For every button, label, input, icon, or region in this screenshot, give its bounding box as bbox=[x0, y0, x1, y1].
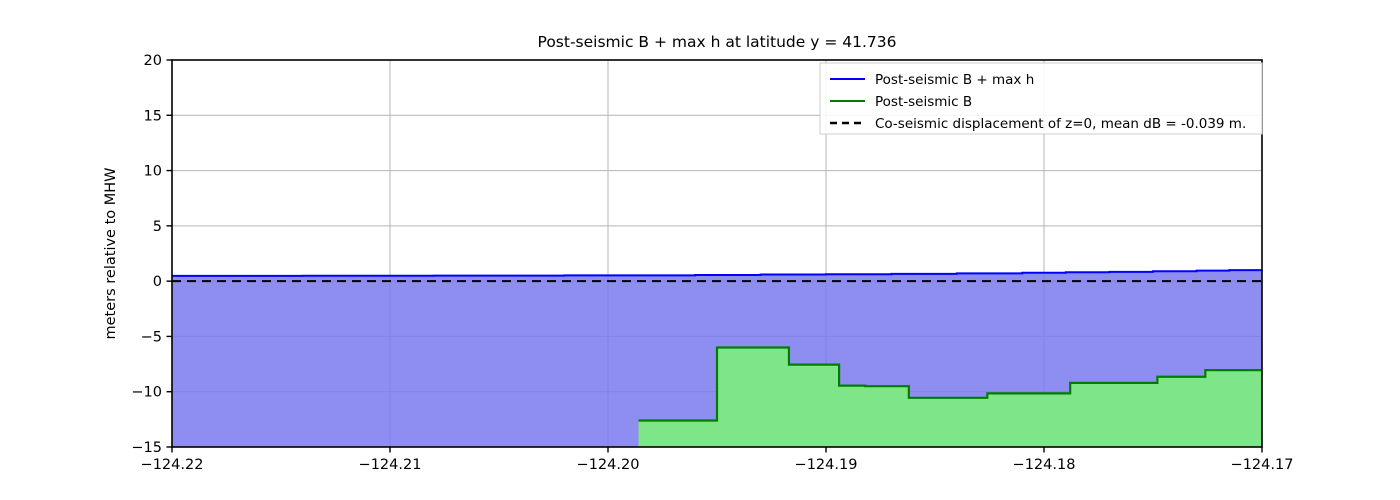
series-fill bbox=[638, 347, 1262, 447]
plot-frame bbox=[171, 59, 1263, 448]
svg-text:Post-seismic B + max h at lati: Post-seismic B + max h at latitude y = 4… bbox=[538, 33, 897, 51]
y-tick-label: 15 bbox=[144, 108, 162, 124]
x-tick-label: −124.22 bbox=[141, 457, 204, 473]
x-tick-label: −124.20 bbox=[577, 457, 640, 473]
legend-frame bbox=[819, 62, 1263, 135]
x-tick-label: −124.21 bbox=[359, 457, 422, 473]
y-axis-tick-labels: −15 −10 −5 0 5 10 15 20 bbox=[131, 53, 162, 456]
series-line bbox=[172, 269, 1263, 277]
series-line bbox=[638, 346, 1262, 422]
axes-frame bbox=[171, 59, 1263, 448]
legend-entry-label[interactable]: Post-seismic B bbox=[875, 94, 972, 110]
y-tick-label: 0 bbox=[153, 274, 162, 290]
svg-text:meters relative to MHW: meters relative to MHW bbox=[103, 168, 119, 340]
y-axis-title: meters relative to MHW bbox=[103, 168, 119, 340]
legend-entry-label[interactable]: Post-seismic B + max h bbox=[875, 72, 1034, 88]
y-tick-label: 5 bbox=[153, 219, 162, 235]
y-tick-label: −5 bbox=[141, 329, 162, 345]
y-tick-label: 20 bbox=[144, 53, 162, 69]
chart-title: Post-seismic B + max h at latitude y = 4… bbox=[538, 33, 897, 51]
legend-entry-label[interactable]: Co-seismic displacement of z=0, mean dB … bbox=[875, 116, 1246, 132]
y-tick-label: 10 bbox=[144, 164, 162, 180]
x-axis-tick-labels: −124.22 −124.21 −124.20 −124.19 −124.18 −124.… bbox=[141, 457, 1294, 473]
x-tick-label: −124.17 bbox=[1231, 457, 1294, 473]
axis-ticks bbox=[166, 59, 1263, 453]
legend-box[interactable]: Post-seismic B + max h Post-seismic B Co-s… bbox=[819, 62, 1263, 135]
x-tick-label: −124.18 bbox=[1013, 457, 1076, 473]
data-series-group bbox=[172, 269, 1263, 447]
y-tick-label: −15 bbox=[131, 440, 162, 456]
y-tick-label: −10 bbox=[131, 385, 162, 401]
x-tick-label: −124.19 bbox=[795, 457, 858, 473]
